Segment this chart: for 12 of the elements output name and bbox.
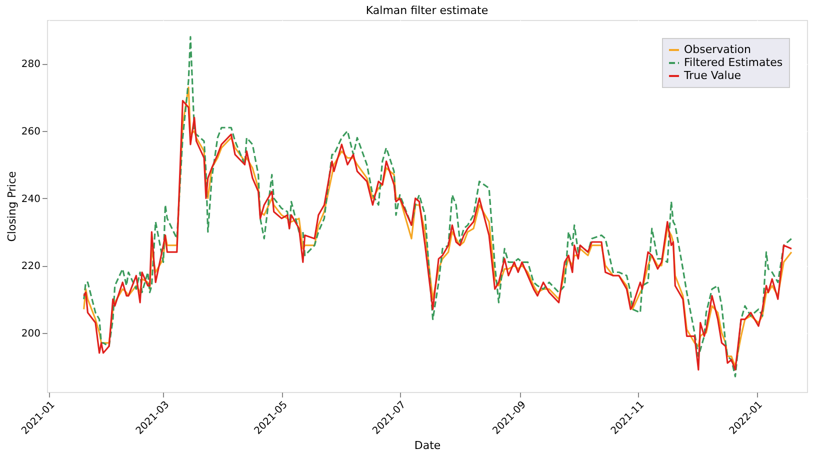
y-tick-label: 260 xyxy=(21,126,40,138)
y-tick-label: 280 xyxy=(21,59,40,70)
x-axis-title: Date xyxy=(414,439,441,452)
legend-label: Filtered Estimates xyxy=(684,56,783,69)
chart-title: Kalman filter estimate xyxy=(366,4,488,17)
y-tick-label: 220 xyxy=(21,261,40,272)
legend-label: True Value xyxy=(683,69,742,82)
line-series xyxy=(83,36,792,378)
y-tick-label: 240 xyxy=(21,194,40,205)
legend-label: Observation xyxy=(684,43,752,56)
y-tick-label: 200 xyxy=(21,328,40,340)
y-axis-title: Closing Price xyxy=(5,171,18,242)
